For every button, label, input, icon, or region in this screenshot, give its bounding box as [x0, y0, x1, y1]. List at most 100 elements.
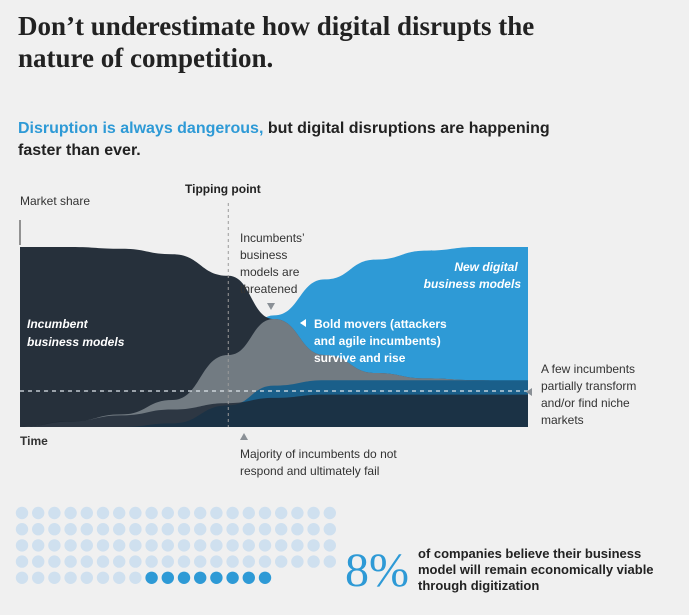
dot-empty [48, 506, 61, 520]
dot-empty [113, 571, 126, 584]
threatened-label: Incumbents’ business models are threaten… [240, 231, 308, 296]
dot-empty [242, 539, 255, 552]
bold-movers-line-1: Bold movers (attackers [314, 317, 447, 331]
dot-empty [48, 571, 61, 584]
dot-empty [80, 555, 94, 568]
dot-empty [177, 506, 191, 520]
subhead-line-2: faster than ever. [18, 142, 141, 159]
dot-empty [32, 539, 45, 552]
dot-empty [113, 506, 126, 520]
dot-empty [80, 571, 94, 584]
tipping-point-label: Tipping point [185, 182, 261, 196]
dot-filled [194, 571, 207, 584]
majority-line-1: Majority of incumbents do not [240, 447, 397, 461]
dot-filled [145, 571, 158, 584]
stat-line-2: model will remain economically viable [418, 562, 654, 577]
headline-line-1: Don’t underestimate how digital disrupts… [18, 11, 535, 41]
dot-empty [307, 506, 320, 520]
dot-empty [161, 555, 174, 568]
threatened-line-4: threatened [240, 282, 297, 296]
majority-arrow-icon [240, 433, 248, 440]
bold-movers-line-2: and agile incumbents) [314, 334, 441, 348]
dot-filled [210, 571, 223, 584]
threatened-line-1: Incumbents’ [240, 231, 304, 245]
dot-empty [177, 555, 191, 568]
majority-label: Majority of incumbents do not respond an… [240, 447, 400, 478]
stat-line-3: through digitization [418, 578, 540, 593]
stat-description: of companies believe their business mode… [418, 546, 678, 594]
stat-line-1: of companies believe their business [418, 546, 642, 561]
dot-empty [48, 539, 61, 552]
dot-empty [64, 523, 77, 536]
dot-empty [177, 539, 191, 552]
new-digital-label-line-1: New digital [454, 260, 518, 274]
dot-empty [32, 555, 45, 568]
dot-empty [194, 539, 207, 552]
bold-movers-line-3: survive and rise [314, 351, 406, 365]
dot-empty [275, 506, 288, 520]
dot-empty [15, 539, 29, 552]
dot-empty [210, 523, 223, 536]
few-incumbents-arrow-icon [526, 388, 532, 396]
dot-empty [129, 523, 142, 536]
dot-empty [64, 555, 77, 568]
dot-empty [177, 523, 191, 536]
incumbent-label: Incumbent business models [27, 317, 125, 349]
bold-movers-label: Bold movers (attackers and agile incumbe… [314, 317, 450, 365]
dot-empty [145, 523, 158, 536]
disruption-chart: Market share Time Tipping point Incumben… [19, 182, 636, 478]
dot-empty [226, 523, 239, 536]
threatened-line-2: business [240, 248, 287, 262]
dot-empty [80, 523, 94, 536]
few-incumbents-line-2: partially transform [541, 379, 636, 393]
dot-empty [64, 539, 77, 552]
dot-empty [242, 506, 255, 520]
dot-empty [32, 571, 45, 584]
dot-empty [64, 506, 77, 520]
stat-percent: 8% [345, 544, 409, 597]
dot-empty [258, 539, 272, 552]
few-incumbents-line-3: and/or find niche [541, 396, 630, 410]
dot-empty [307, 539, 320, 552]
subhead-rest: but digital disruptions are happening [263, 120, 550, 137]
dot-empty [275, 555, 288, 568]
series-failing-incumbents-area [20, 394, 528, 427]
dot-empty [258, 523, 272, 536]
dot-empty [291, 506, 304, 520]
dot-empty [258, 555, 272, 568]
dot-empty [15, 555, 29, 568]
dot-empty [161, 539, 174, 552]
headline: Don’t underestimate how digital disrupts… [18, 10, 658, 74]
dot-empty [323, 523, 336, 536]
dot-empty [161, 523, 174, 536]
subheadline: Disruption is always dangerous, but digi… [18, 118, 638, 162]
y-axis-label: Market share [20, 194, 90, 208]
x-axis-label: Time [20, 434, 48, 448]
new-digital-label-line-2: business models [424, 277, 522, 291]
dot-empty [323, 555, 336, 568]
dot-empty [96, 555, 110, 568]
dot-empty [194, 523, 207, 536]
dot-empty [113, 555, 126, 568]
dot-empty [129, 506, 142, 520]
dot-empty [226, 555, 239, 568]
dot-empty [129, 571, 142, 584]
dot-empty [291, 523, 304, 536]
few-incumbents-line-4: markets [541, 413, 584, 427]
dot-empty [210, 555, 223, 568]
dot-empty [161, 506, 174, 520]
dot-grid [15, 506, 336, 584]
dot-filled [258, 571, 272, 584]
majority-line-2: respond and ultimately fail [240, 464, 379, 478]
dot-empty [15, 523, 29, 536]
dot-empty [64, 571, 77, 584]
dot-empty [323, 506, 336, 520]
dot-empty [32, 506, 45, 520]
dot-empty [80, 506, 94, 520]
dot-empty [275, 523, 288, 536]
dot-empty [210, 539, 223, 552]
dot-empty [15, 571, 29, 584]
dot-filled [226, 571, 239, 584]
dot-empty [48, 523, 61, 536]
dot-empty [80, 539, 94, 552]
